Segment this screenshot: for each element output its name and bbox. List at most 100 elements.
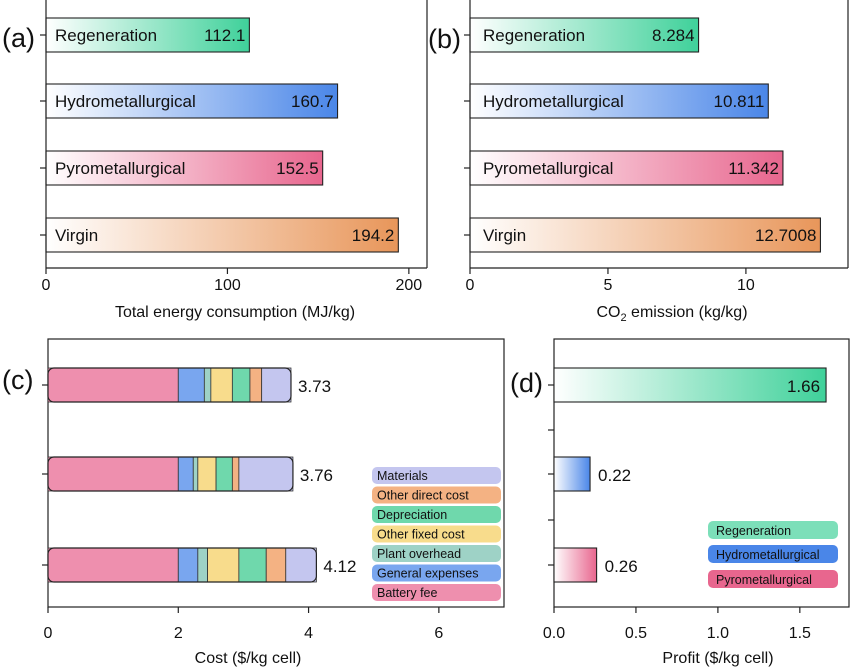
panel-c-legend: Materials Other direct cost Depreciation Ot… <box>372 467 501 601</box>
panel-a-x-label: Total energy consumption (MJ/kg) <box>115 304 355 321</box>
stack-1-general-expenses <box>177 456 194 492</box>
bar-category-a-regeneration: Regeneration <box>55 26 157 45</box>
bar-a-regeneration <box>45 17 250 53</box>
panel-c-ticks: 0 2 4 6 <box>42 384 443 642</box>
stack-total-0: 3.73 <box>298 377 331 396</box>
panel-c-label: (c) <box>2 365 33 395</box>
x-tick-label-2-1: 2 <box>174 625 183 642</box>
bar-category-b-pyrometallurgical: Pyrometallurgical <box>483 159 613 178</box>
legend-label-materials: Materials <box>377 469 428 483</box>
legend-swatch-hydrometallurgical <box>708 545 838 563</box>
panel-a: (a) Regeneration 112.1 Hydrometallurgical 1… <box>2 0 428 321</box>
panel-d-label: (d) <box>510 368 543 398</box>
bar-b-regeneration <box>469 17 700 53</box>
legend-label-pyrometallurgical: Pyrometallurgical <box>716 573 812 587</box>
legend-label-depreciation: Depreciation <box>377 508 447 522</box>
legend-label-other-direct-cost: Other direct cost <box>377 489 469 503</box>
bar-category-a-virgin: Virgin <box>55 226 98 245</box>
bar-d-hydrometallurgical <box>553 456 591 492</box>
panel-c: (c) 3.73 3.76 4.12 0 2 4 6 Materials Other dir… <box>2 338 505 667</box>
bar-value-a-hydrometallurgical: 160.7 <box>291 92 334 111</box>
x-tick-label-2-2: 4 <box>304 625 313 642</box>
panel-a-label: (a) <box>2 23 35 53</box>
legend-swatch-battery-fee <box>372 584 501 601</box>
panel-d-x-label: Profit ($/kg cell) <box>662 650 773 667</box>
bar-d-pyrometallurgical <box>553 547 598 583</box>
x-tick-label-1-1: 5 <box>604 277 613 294</box>
x-tick-label-1-2: 10 <box>737 277 755 294</box>
stack-1-plant-overhead <box>192 456 199 492</box>
bar-category-a-pyrometallurgical: Pyrometallurgical <box>55 159 185 178</box>
panel-d: (d) 1.66 0.22 0.26 0.0 0.5 1.0 1.5 Regenerati… <box>510 338 850 667</box>
panel-c-bars: 3.73 3.76 4.12 <box>47 367 356 583</box>
legend-label-plant-overhead: Plant overhead <box>377 547 461 561</box>
panel-d-ticks: 0.0 0.5 1.0 1.5 <box>543 384 811 642</box>
bar-a-pyrometallurgical <box>45 150 324 186</box>
stack-2-battery-fee <box>47 547 179 583</box>
legend-swatch-regeneration <box>708 521 838 539</box>
legend-label-battery-fee: Battery fee <box>377 586 437 600</box>
legend-swatch-pyrometallurgical <box>708 570 838 588</box>
stack-0-other-fixed-cost <box>210 367 233 403</box>
panel-b-x-label-main: CO <box>596 304 620 321</box>
panel-b-ticks: 0 5 10 <box>464 34 755 294</box>
panel-d-bars: 1.66 0.22 0.26 <box>553 367 827 583</box>
bar-d-regeneration <box>553 367 827 403</box>
bar-b-virgin <box>469 217 821 253</box>
legend-label-regeneration: Regeneration <box>716 524 791 538</box>
panel-b: (b) Regeneration 8.284 Hydrometallurgical 1… <box>428 0 849 324</box>
x-tick-label-2-3: 6 <box>434 625 443 642</box>
x-tick-label-3-3: 1.5 <box>789 625 811 642</box>
bar-value-d-regeneration: 1.66 <box>787 377 820 396</box>
bar-b-hydrometallurgical <box>469 83 769 119</box>
panel-c-x-label: Cost ($/kg cell) <box>195 650 302 667</box>
x-tick-label-3-2: 1.0 <box>707 625 729 642</box>
legend-label-general-expenses: General expenses <box>377 567 478 581</box>
bar-value-b-virgin: 12.7008 <box>755 226 816 245</box>
stack-total-1: 3.76 <box>300 466 333 485</box>
stack-0-plant-overhead <box>203 367 212 403</box>
panel-d-legend: Regeneration Hydrometallurgical Pyrometall… <box>708 521 838 588</box>
stack-2-materials <box>285 547 317 583</box>
panel-a-bars: Regeneration 112.1 Hydrometallurgical 160.7… <box>45 17 399 253</box>
panel-b-x-label-rest: emission (kg/kg) <box>627 304 748 321</box>
legend-swatch-general-expenses <box>372 564 501 582</box>
stack-1-other-fixed-cost <box>197 456 217 492</box>
bar-value-b-hydrometallurgical: 10.811 <box>714 92 765 111</box>
x-tick-label-1-0: 0 <box>466 277 475 294</box>
bar-value-a-virgin: 194.2 <box>352 226 395 245</box>
stack-0-general-expenses <box>177 367 205 403</box>
x-tick-label-0-0: 0 <box>42 277 51 294</box>
stack-1-other-direct-cost <box>231 456 240 492</box>
legend-swatch-materials <box>372 467 501 484</box>
bar-value-b-regeneration: 8.284 <box>652 26 695 45</box>
bar-b-pyrometallurgical <box>469 150 784 186</box>
bar-a-hydrometallurgical <box>45 83 339 119</box>
legend-swatch-other-direct-cost <box>372 486 501 504</box>
stack-1-materials <box>238 456 294 492</box>
panel-b-x-label: CO2 emission (kg/kg) <box>596 304 747 324</box>
stack-1-battery-fee <box>47 456 179 492</box>
bar-a-virgin <box>45 217 399 253</box>
legend-label-hydrometallurgical: Hydrometallurgical <box>716 548 820 562</box>
panel-b-bars: Regeneration 8.284 Hydrometallurgical 10.81… <box>469 17 821 253</box>
stack-1-depreciation <box>215 456 233 492</box>
bar-category-a-hydrometallurgical: Hydrometallurgical <box>55 92 196 111</box>
stack-0-battery-fee <box>47 367 179 403</box>
x-tick-label-3-0: 0.0 <box>543 625 565 642</box>
panel-a-ticks: 0 100 200 <box>40 34 422 294</box>
stack-2-other-direct-cost <box>265 547 287 583</box>
x-tick-label-2-0: 0 <box>44 625 53 642</box>
stack-0-depreciation <box>231 367 251 403</box>
legend-swatch-depreciation <box>372 506 501 523</box>
panel-b-label: (b) <box>428 24 461 54</box>
stack-2-depreciation <box>238 547 267 583</box>
bar-value-d-hydrometallurgical: 0.22 <box>598 466 631 485</box>
bar-value-a-pyrometallurgical: 152.5 <box>276 159 319 178</box>
stack-0-other-direct-cost <box>249 367 263 403</box>
stack-2-other-fixed-cost <box>207 547 240 583</box>
legend-label-other-fixed-cost: Other fixed cost <box>377 528 465 542</box>
stack-2-plant-overhead <box>197 547 208 583</box>
bar-category-b-hydrometallurgical: Hydrometallurgical <box>483 92 624 111</box>
